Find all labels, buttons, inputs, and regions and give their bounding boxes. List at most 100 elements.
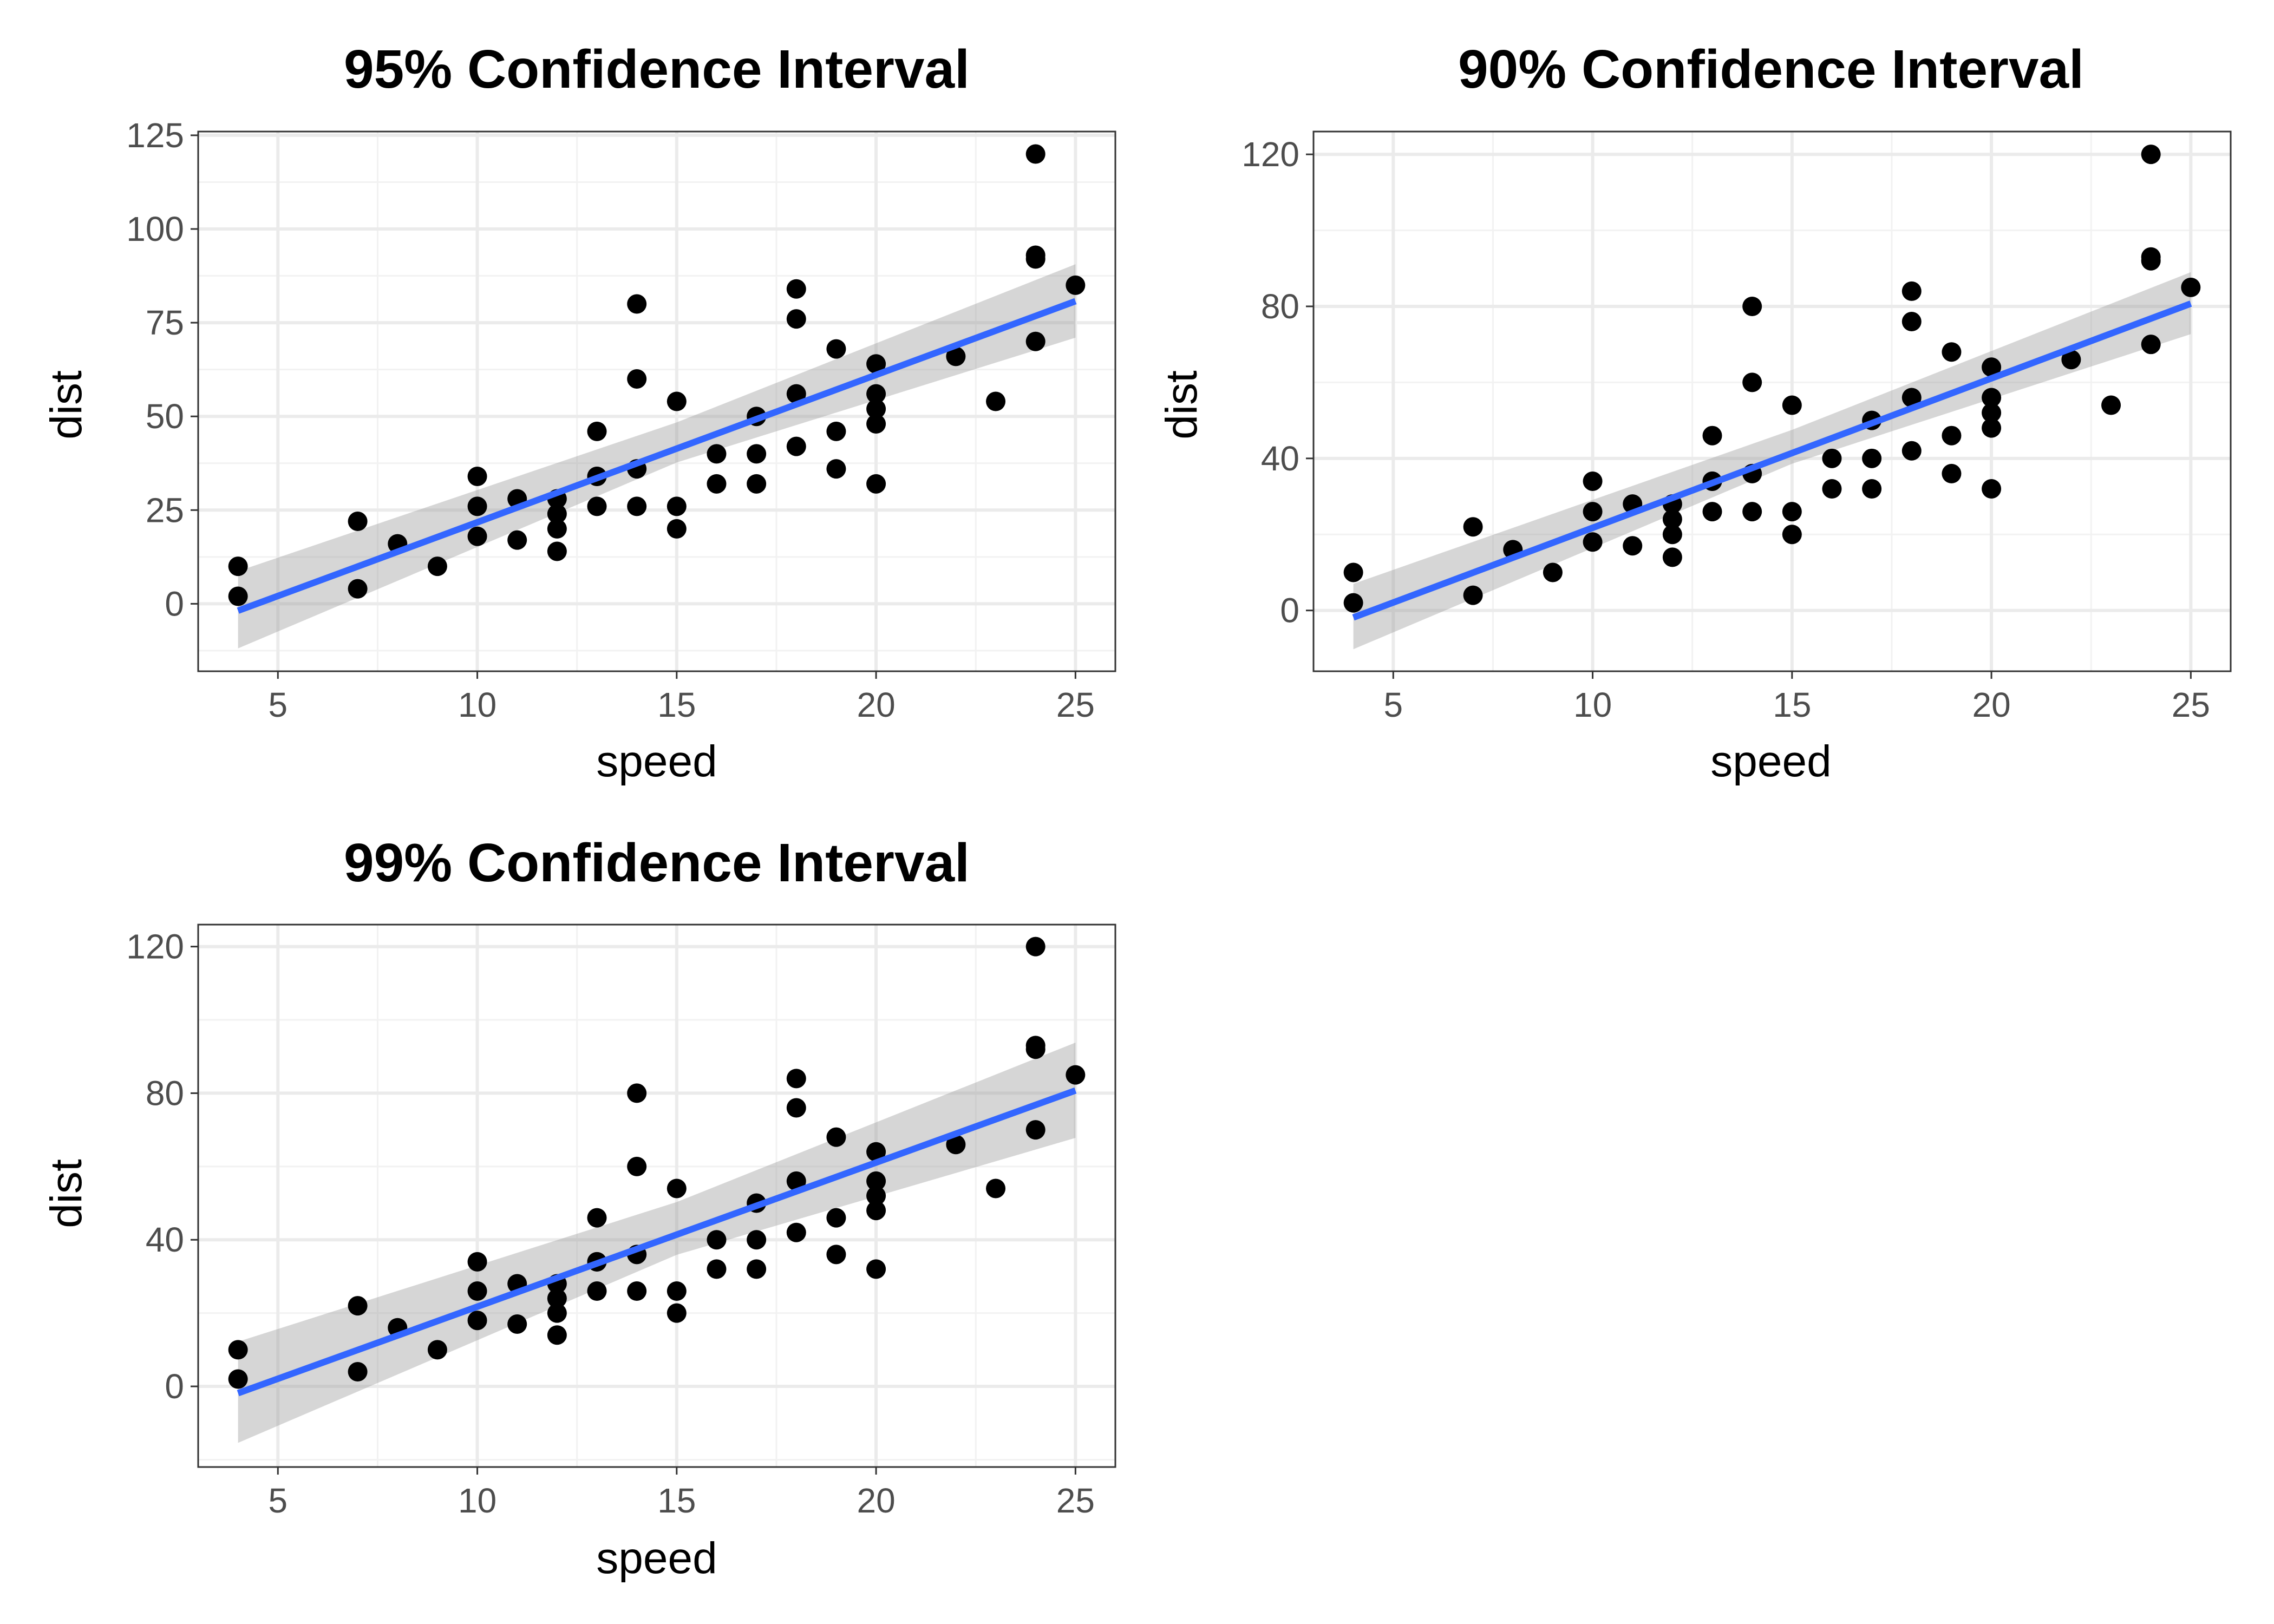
data-point bbox=[1982, 403, 2002, 423]
data-point bbox=[1025, 1036, 1045, 1056]
data-point bbox=[1066, 275, 1086, 295]
data-point bbox=[666, 391, 687, 411]
y-tick-label: 50 bbox=[146, 397, 184, 436]
data-point bbox=[866, 474, 886, 494]
data-point bbox=[666, 1281, 687, 1301]
data-point bbox=[1942, 342, 1962, 362]
x-tick-label: 15 bbox=[657, 1481, 696, 1520]
x-tick-label: 10 bbox=[458, 685, 496, 724]
data-point bbox=[946, 1135, 966, 1155]
y-tick-label: 75 bbox=[146, 303, 184, 342]
data-point bbox=[1343, 593, 1363, 613]
data-point bbox=[866, 1142, 886, 1162]
data-point bbox=[1822, 479, 1842, 499]
data-point bbox=[1982, 357, 2002, 377]
data-point bbox=[2141, 335, 2161, 355]
data-point bbox=[627, 496, 647, 516]
y-tick-label: 0 bbox=[165, 1367, 184, 1406]
data-point bbox=[467, 1252, 487, 1272]
y-tick-label: 125 bbox=[126, 116, 184, 155]
data-point bbox=[507, 530, 527, 550]
chart-95-ci: 95% Confidence Interval speed dist 5 10 15… bbox=[42, 39, 1116, 786]
panel-border bbox=[197, 924, 1116, 1468]
data-point bbox=[467, 466, 487, 486]
data-point bbox=[866, 1171, 886, 1191]
y-tick-label: 0 bbox=[1280, 591, 1299, 630]
x-tick-label: 5 bbox=[1384, 685, 1403, 724]
data-point bbox=[228, 1369, 248, 1389]
data-point bbox=[1623, 536, 1643, 556]
data-point bbox=[2181, 277, 2201, 297]
data-point bbox=[1942, 463, 1962, 483]
data-point bbox=[1982, 479, 2002, 499]
data-point bbox=[747, 1259, 767, 1279]
data-point bbox=[1782, 502, 1802, 522]
data-point bbox=[866, 1259, 886, 1279]
data-point bbox=[1901, 441, 1922, 461]
x-axis-title: speed bbox=[596, 737, 717, 786]
data-point bbox=[1982, 388, 2002, 408]
data-point bbox=[547, 1303, 567, 1323]
data-point bbox=[627, 294, 647, 314]
chart-title: 99% Confidence Interval bbox=[344, 833, 970, 893]
plot-area: 5 10 15 20 25 0 40 80 120 bbox=[1241, 130, 2232, 724]
data-point bbox=[348, 1361, 368, 1381]
data-point bbox=[587, 421, 607, 441]
data-point bbox=[348, 1296, 368, 1316]
data-point bbox=[1782, 395, 1802, 415]
data-point bbox=[627, 369, 647, 389]
data-point bbox=[2141, 145, 2161, 165]
data-point bbox=[427, 1340, 447, 1360]
data-point bbox=[1025, 937, 1045, 957]
panel-background bbox=[1314, 132, 2231, 671]
data-point bbox=[1742, 296, 1762, 316]
data-point bbox=[1862, 448, 1882, 468]
data-point bbox=[666, 1303, 687, 1323]
data-point bbox=[1702, 502, 1722, 522]
y-tick-label: 100 bbox=[126, 209, 184, 248]
data-point bbox=[786, 1069, 806, 1089]
data-point bbox=[866, 384, 886, 404]
data-point bbox=[427, 556, 447, 577]
data-point bbox=[786, 1098, 806, 1118]
data-point bbox=[348, 512, 368, 532]
data-point bbox=[627, 1281, 647, 1301]
data-point bbox=[866, 1186, 886, 1206]
x-tick-label: 25 bbox=[1056, 1481, 1095, 1520]
data-point bbox=[1662, 509, 1682, 529]
data-point bbox=[786, 279, 806, 299]
chart-99-ci: 99% Confidence Interval speed dist 5 10 15… bbox=[42, 833, 1116, 1583]
data-point bbox=[826, 459, 846, 479]
data-point bbox=[707, 444, 727, 464]
regression-line bbox=[1352, 300, 2192, 621]
data-point bbox=[1742, 502, 1762, 522]
data-point bbox=[1025, 331, 1045, 351]
panel-border bbox=[1312, 130, 2232, 672]
data-point bbox=[786, 1222, 806, 1242]
data-point bbox=[666, 1178, 687, 1199]
data-point bbox=[467, 1311, 487, 1331]
data-point bbox=[826, 1127, 846, 1147]
data-point bbox=[666, 496, 687, 516]
data-point bbox=[1702, 425, 1722, 446]
data-point bbox=[826, 421, 846, 441]
data-point bbox=[2141, 247, 2161, 267]
y-axis-title: dist bbox=[1157, 370, 1206, 440]
data-point bbox=[1463, 517, 1483, 537]
data-point bbox=[866, 354, 886, 374]
y-axis-title: dist bbox=[42, 370, 91, 440]
data-point bbox=[547, 504, 567, 524]
data-point bbox=[1543, 562, 1563, 582]
data-point bbox=[1583, 532, 1603, 552]
regression-line bbox=[237, 1087, 1077, 1397]
data-point bbox=[1066, 1065, 1086, 1085]
data-point bbox=[587, 1208, 607, 1228]
data-point bbox=[986, 1178, 1006, 1199]
data-point bbox=[826, 339, 846, 359]
data-point bbox=[826, 1208, 846, 1228]
data-point bbox=[1583, 502, 1603, 522]
data-point bbox=[666, 519, 687, 539]
plot-area: 5 10 15 20 25 0 25 50 75 100 125 bbox=[126, 116, 1116, 724]
x-tick-label: 15 bbox=[1773, 685, 1811, 724]
